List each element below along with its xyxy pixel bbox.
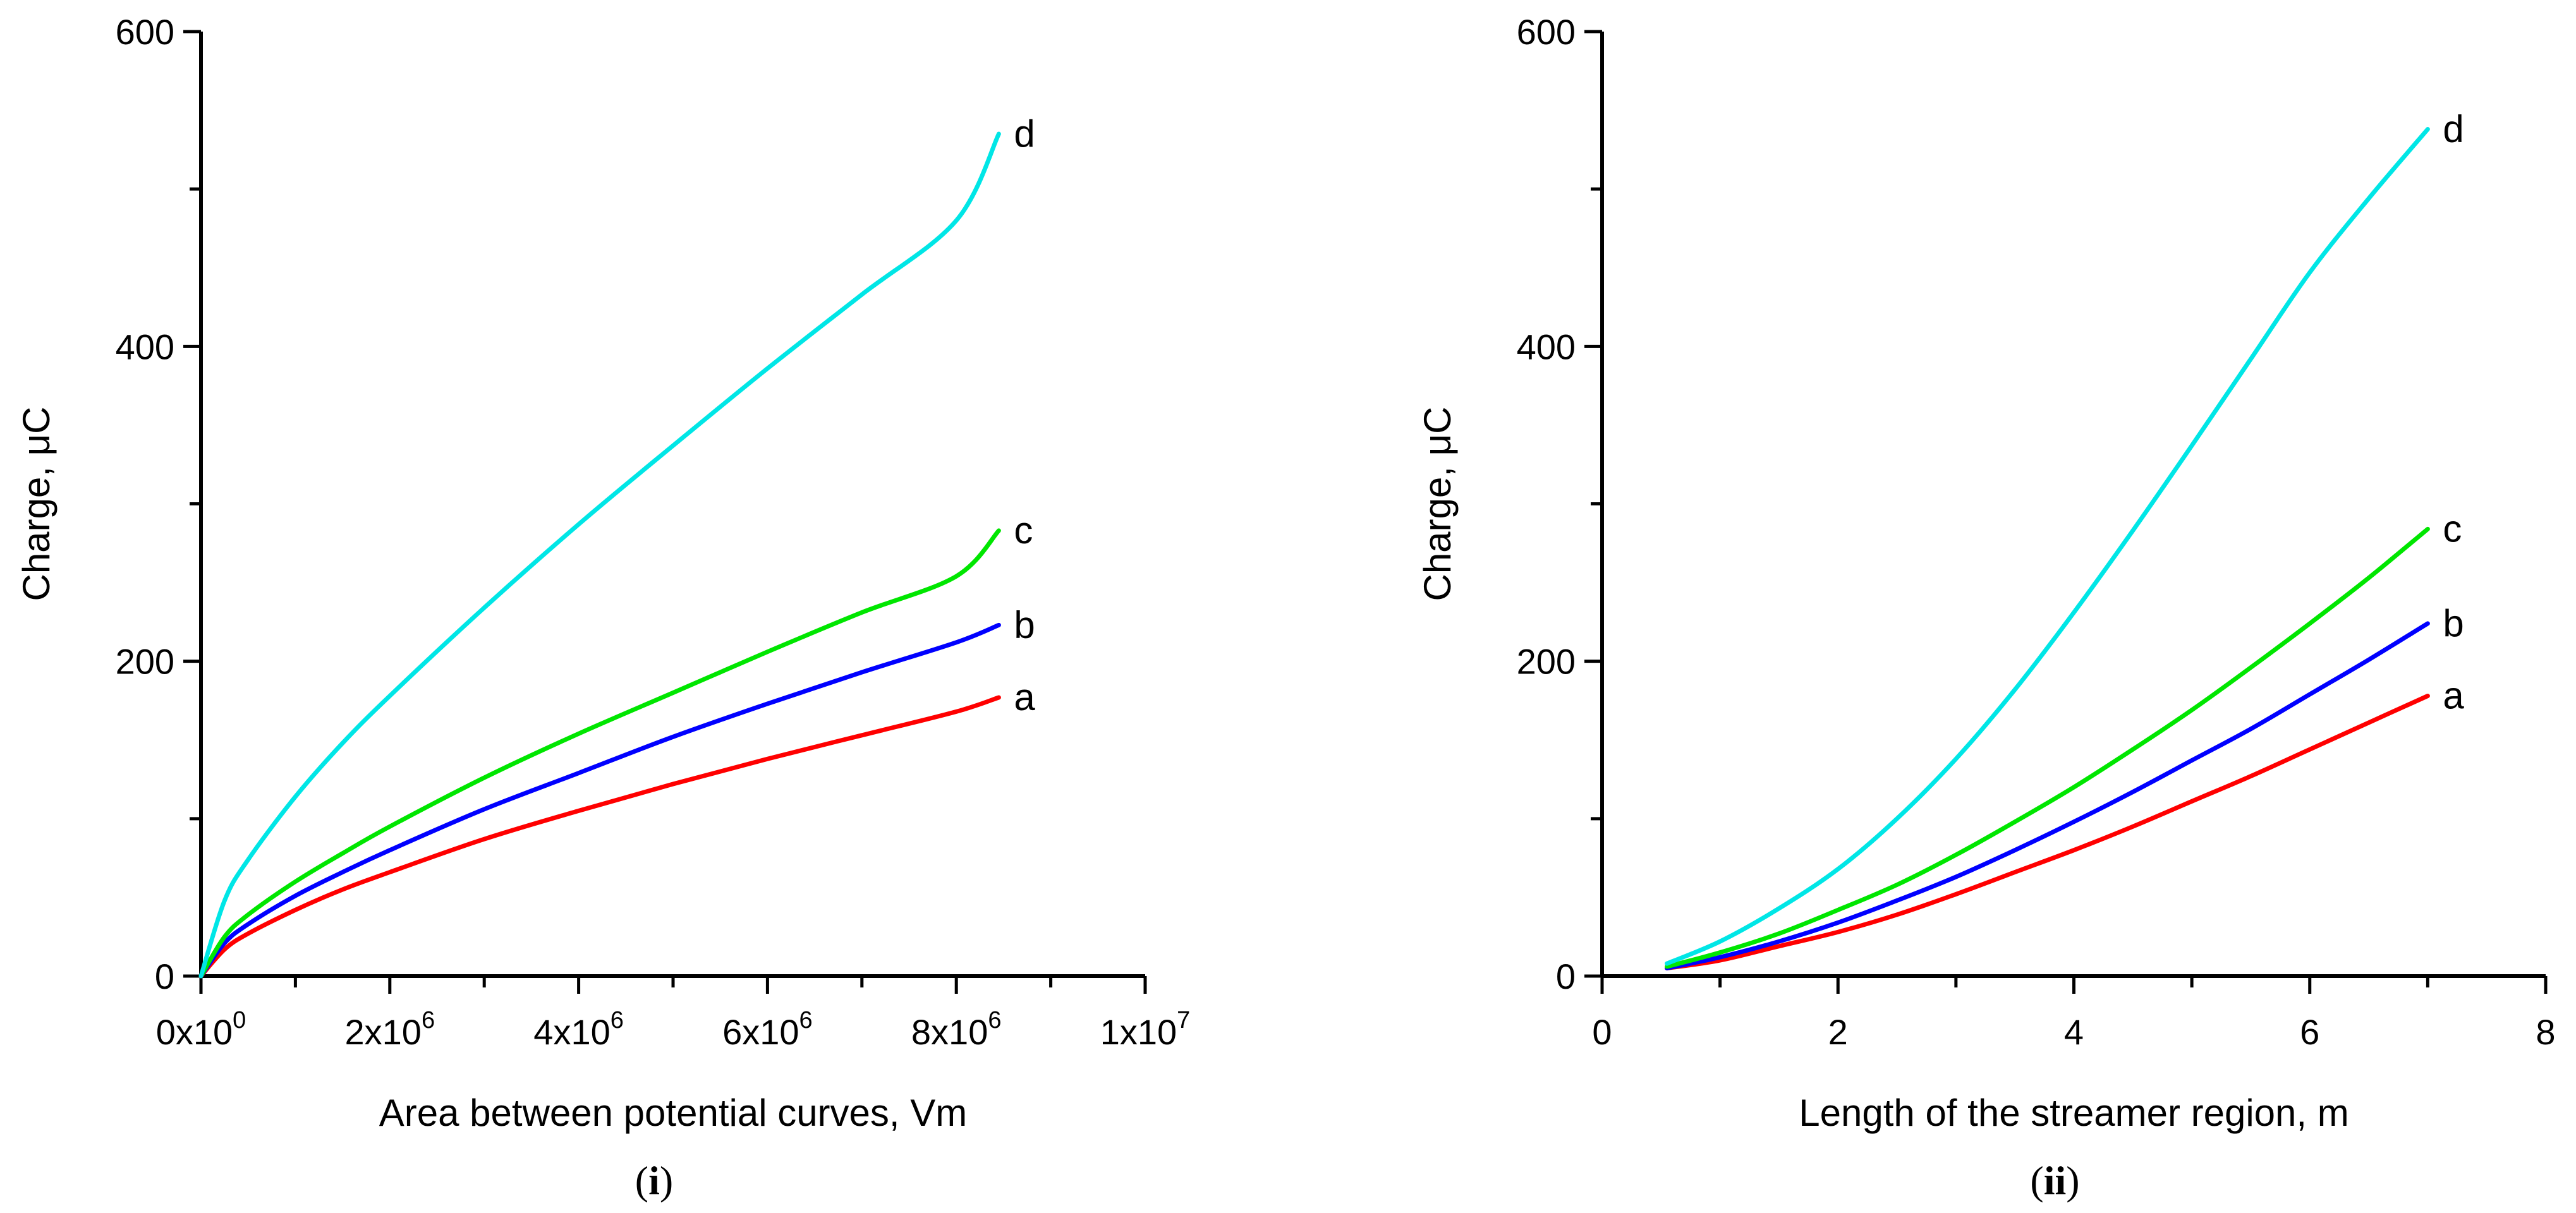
series-line-c	[1665, 526, 2430, 969]
x-tick-label: 8x106	[911, 1007, 1002, 1052]
series-label-a: a	[2443, 674, 2464, 716]
y-tick-label: 600	[1517, 12, 1576, 52]
x-tick-label: 4x106	[533, 1007, 624, 1052]
x-tick-label: 0	[1592, 1012, 1612, 1052]
x-tick-label: 2	[1828, 1012, 1848, 1052]
x-tick-label: 2x106	[345, 1007, 435, 1052]
series-line-a	[1665, 694, 2430, 970]
series-label-c: c	[2443, 507, 2462, 550]
series-label-c: c	[1014, 509, 1033, 552]
y-tick-label: 0	[1556, 957, 1576, 996]
series-label-d: d	[1014, 112, 1035, 155]
y-tick-label: 400	[1517, 327, 1576, 366]
x-tick-label: 8	[2536, 1012, 2555, 1052]
series-label-b: b	[1014, 603, 1035, 646]
y-tick-label: 400	[116, 327, 174, 366]
series-line-a	[198, 695, 1001, 979]
series-line-b	[198, 622, 1001, 979]
y-axis-title: Charge, μC	[15, 406, 58, 601]
series-label-b: b	[2443, 602, 2464, 644]
chart-panel-ii: 0 200 400 600 0 2 4 6 8 Charge, μC Length of the s…	[1416, 12, 2556, 1203]
y-tick-label: 200	[116, 642, 174, 682]
series-label-a: a	[1014, 676, 1035, 718]
panel-caption: (ii)	[2030, 1158, 2079, 1203]
x-axis-title: Length of the streamer region, m	[1799, 1092, 2348, 1134]
y-tick-label: 600	[116, 12, 174, 52]
x-tick-label: 0x100	[156, 1007, 246, 1052]
chart-panel-i: 0 200 400 600 0x100 2x106 4x106 6x106 8x106 1x107…	[15, 12, 1190, 1203]
series-line-d	[198, 131, 1001, 979]
series-line-c	[198, 528, 1001, 979]
x-tick-label: 6	[2300, 1012, 2319, 1052]
series-line-d	[1665, 127, 2430, 966]
y-axis-title: Charge, μC	[1416, 406, 1459, 601]
x-axis-title: Area between potential curves, Vm	[379, 1092, 968, 1134]
y-tick-label: 200	[1517, 642, 1576, 682]
x-tick-label: 1x107	[1100, 1007, 1191, 1052]
x-tick-label: 4	[2064, 1012, 2084, 1052]
x-tick-label: 6x106	[722, 1007, 813, 1052]
y-tick-label: 0	[155, 957, 174, 996]
series-line-b	[1665, 621, 2430, 970]
panel-caption: (i)	[635, 1158, 673, 1203]
series-label-d: d	[2443, 107, 2464, 150]
